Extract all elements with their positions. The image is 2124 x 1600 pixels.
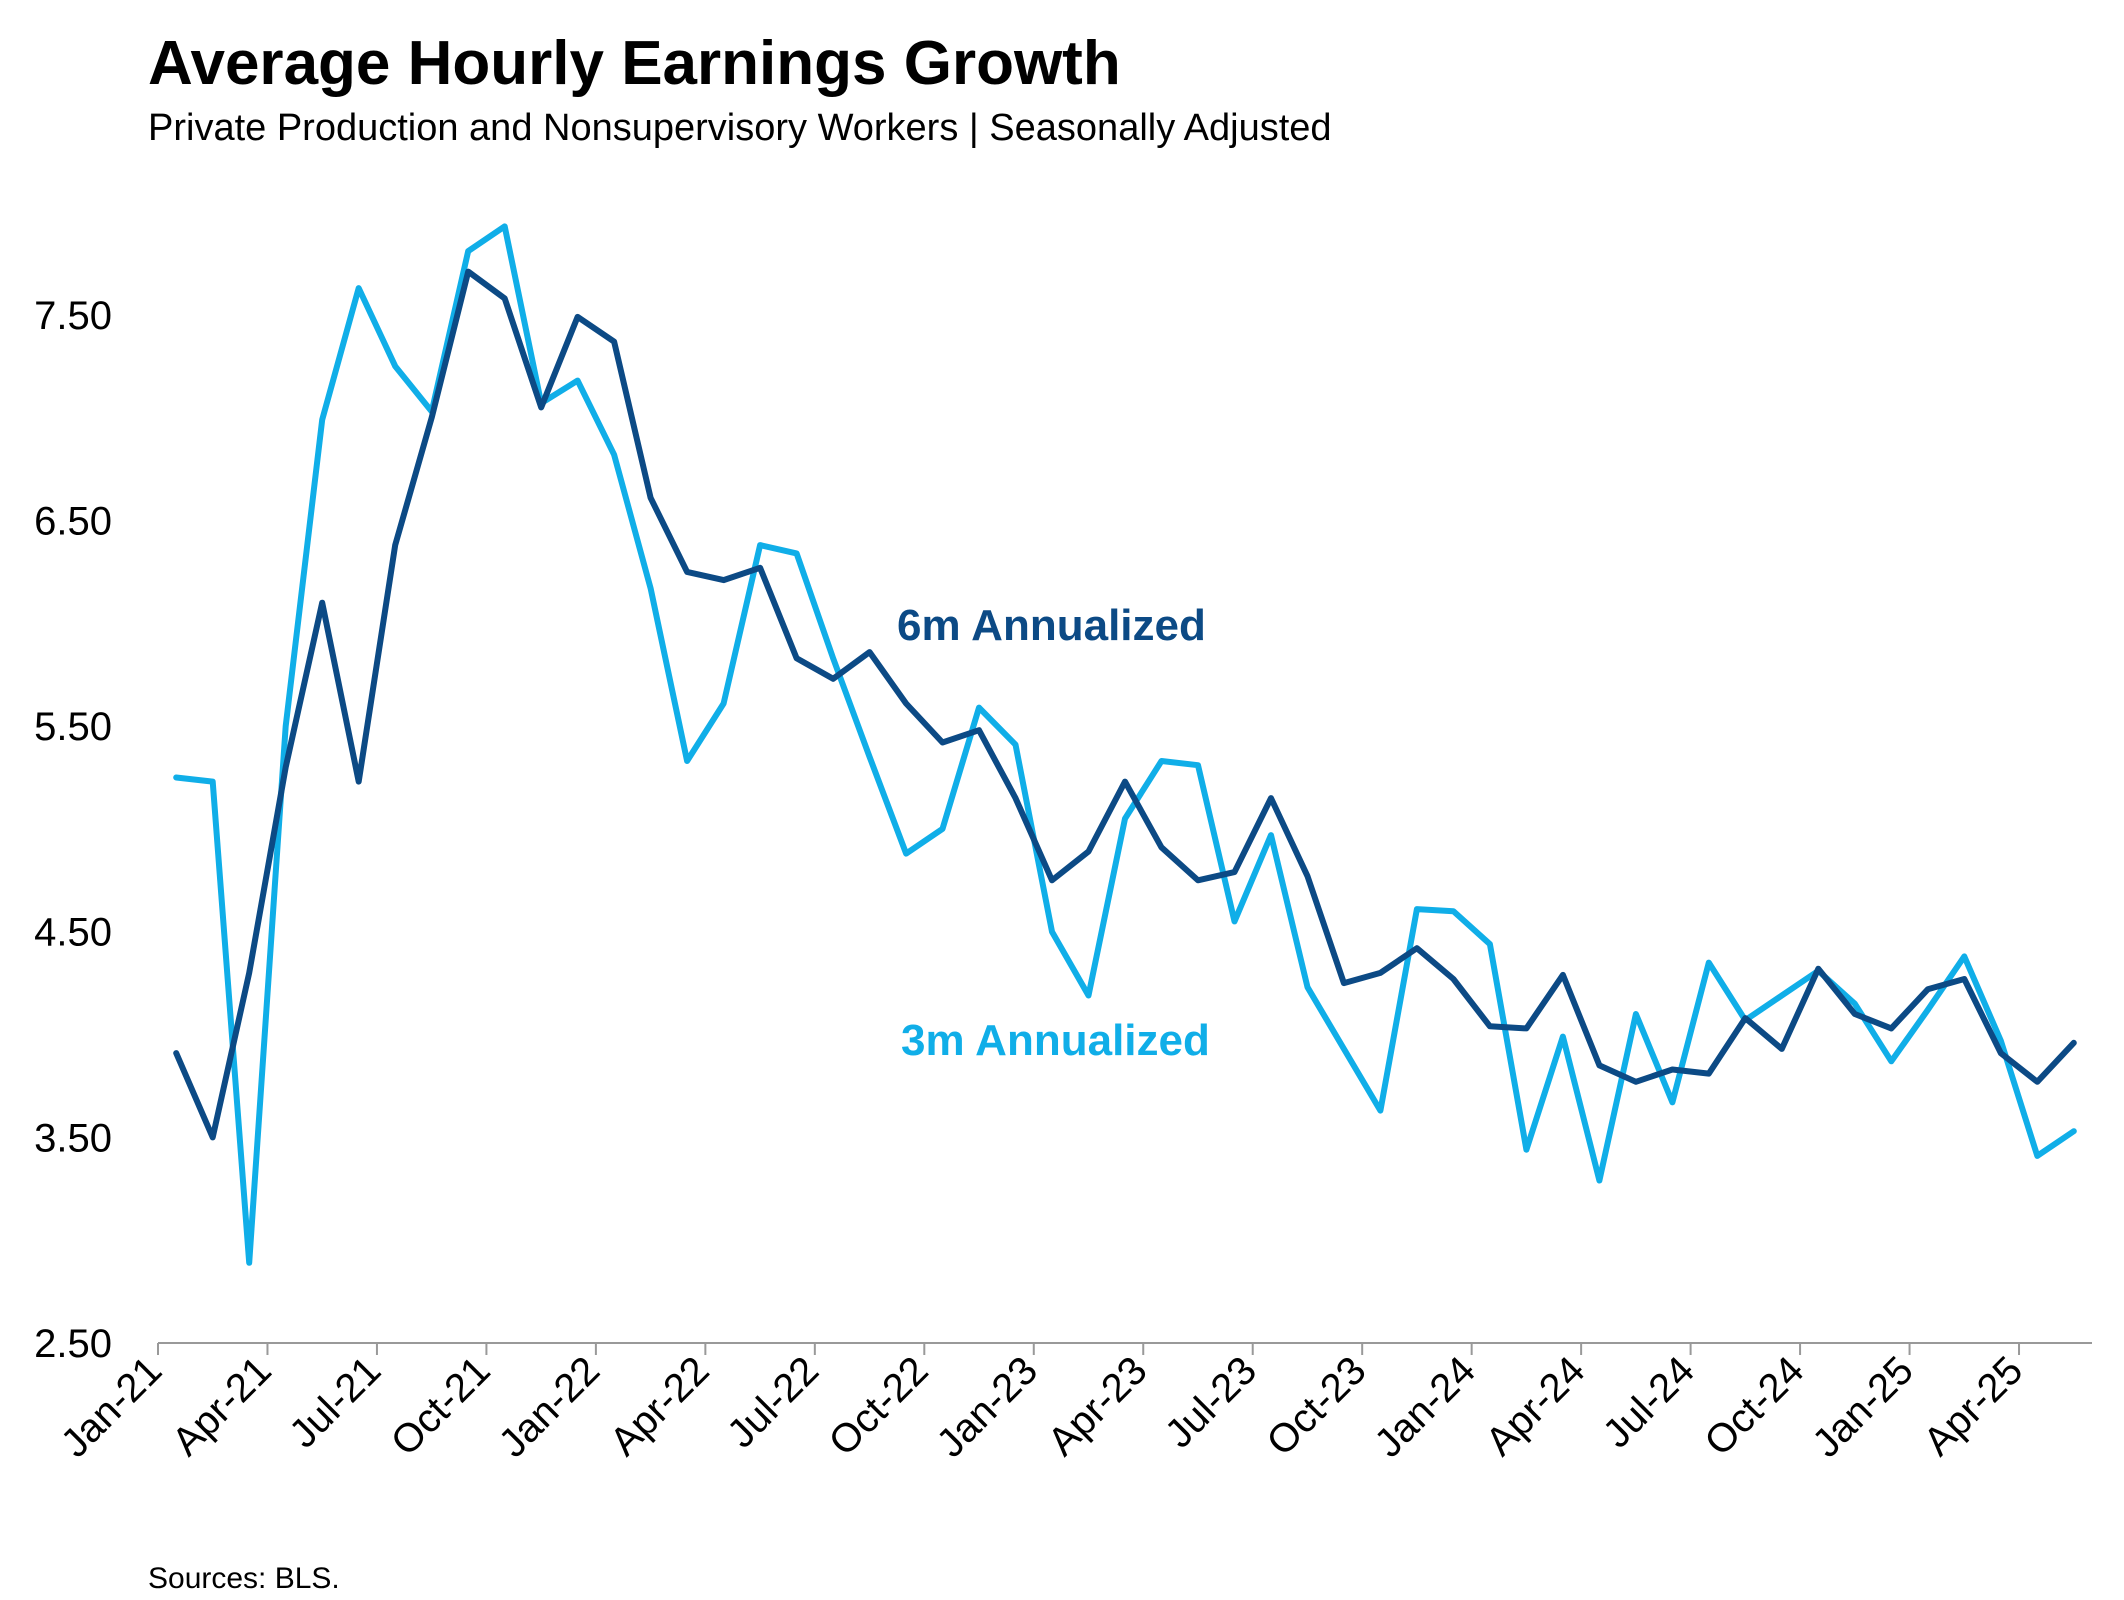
x-tick-label: Apr-23 — [1040, 1348, 1156, 1464]
x-tick-label: Oct-23 — [1259, 1348, 1375, 1464]
y-tick-label: 4.50 — [34, 911, 112, 955]
x-tick-label: Oct-21 — [383, 1348, 499, 1464]
x-tick-label: Jul-22 — [719, 1348, 827, 1456]
y-tick-label: 2.50 — [34, 1322, 112, 1366]
x-tick-label: Jan-24 — [1366, 1348, 1484, 1466]
x-tick-label: Apr-21 — [164, 1348, 280, 1464]
series-label: 6m Annualized — [897, 601, 1206, 650]
series-line — [173, 223, 2077, 1266]
x-tick-label: Oct-22 — [821, 1348, 937, 1464]
chart-title: Average Hourly Earnings Growth — [148, 29, 1121, 98]
y-tick-label: 7.50 — [34, 294, 112, 338]
series-line — [173, 268, 2077, 1141]
chart-subtitle: Private Production and Nonsupervisory Wo… — [148, 107, 1332, 149]
x-tick-label: Apr-24 — [1477, 1348, 1593, 1464]
x-tick-label: Jan-22 — [491, 1348, 609, 1466]
x-tick-label: Jul-23 — [1157, 1348, 1265, 1456]
x-tick-label: Apr-25 — [1915, 1348, 2031, 1464]
x-tick-label: Jul-21 — [281, 1348, 389, 1456]
x-tick-label: Jan-25 — [1804, 1348, 1922, 1466]
x-tick-label: Jan-23 — [929, 1348, 1047, 1466]
y-tick-label: 6.50 — [34, 499, 112, 543]
series-label: 3m Annualized — [901, 1016, 1210, 1065]
x-tick-label: Jul-24 — [1595, 1348, 1703, 1456]
source-note: Sources: BLS. — [148, 1562, 340, 1595]
y-tick-label: 3.50 — [34, 1116, 112, 1160]
y-tick-label: 5.50 — [34, 705, 112, 749]
x-tick-label: Oct-24 — [1696, 1348, 1812, 1464]
x-tick-label: Apr-22 — [602, 1348, 718, 1464]
